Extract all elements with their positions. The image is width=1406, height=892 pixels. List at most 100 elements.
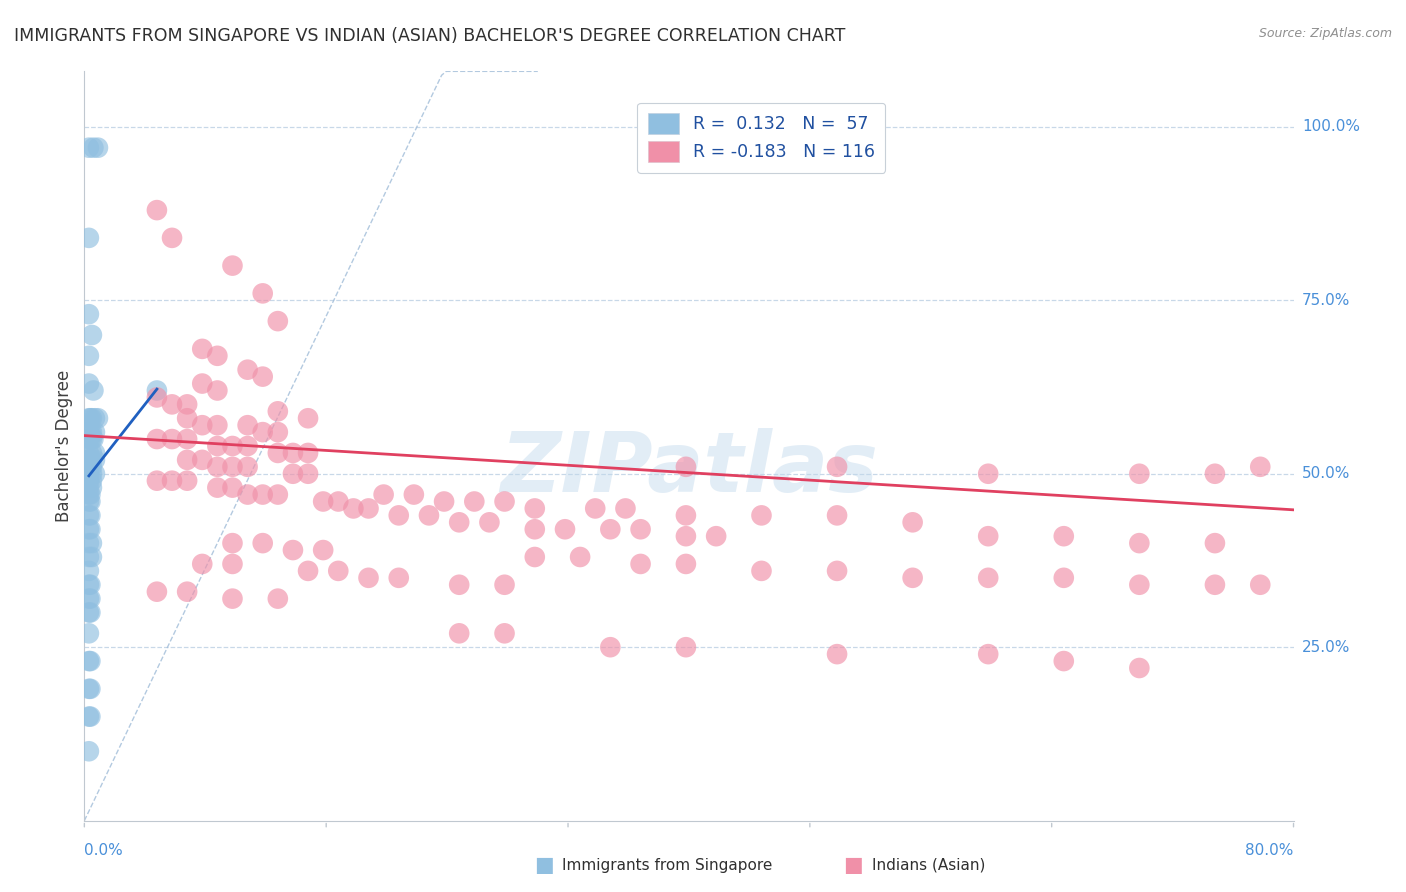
Point <box>977 647 1000 661</box>
Point <box>146 474 169 488</box>
Point <box>176 432 198 446</box>
Point <box>77 626 100 640</box>
Point <box>207 481 229 495</box>
Point <box>176 453 198 467</box>
Point <box>583 501 606 516</box>
Point <box>312 494 335 508</box>
Point <box>84 453 107 467</box>
Point <box>267 446 290 460</box>
Point <box>176 584 198 599</box>
Text: 80.0%: 80.0% <box>1246 843 1294 858</box>
Point <box>402 487 425 501</box>
Point <box>977 571 1000 585</box>
Point <box>569 549 592 564</box>
Point <box>191 376 214 391</box>
Point <box>1204 536 1226 550</box>
Point <box>449 516 471 530</box>
Point <box>79 425 101 439</box>
Point <box>297 564 319 578</box>
Point <box>207 384 229 398</box>
Point <box>1053 654 1076 668</box>
Point <box>221 459 243 474</box>
Point <box>191 453 214 467</box>
Point <box>77 549 100 564</box>
Point <box>357 501 380 516</box>
Point <box>281 543 304 558</box>
Text: 0.0%: 0.0% <box>84 843 124 858</box>
Point <box>84 425 107 439</box>
Point <box>80 453 103 467</box>
Point <box>357 571 380 585</box>
Point <box>388 508 411 523</box>
Point <box>523 501 546 516</box>
Point <box>160 474 183 488</box>
Point <box>675 557 697 571</box>
Point <box>825 508 848 523</box>
Point <box>1128 578 1150 592</box>
Point <box>1128 536 1150 550</box>
Point <box>191 418 214 433</box>
Point <box>77 564 100 578</box>
Point <box>463 494 485 508</box>
Point <box>80 328 103 343</box>
Point <box>1249 459 1271 474</box>
Point <box>77 508 100 523</box>
Point <box>267 425 290 439</box>
Point <box>599 640 621 655</box>
Text: ■: ■ <box>534 855 554 875</box>
Point <box>80 446 103 460</box>
Point <box>77 459 100 474</box>
Point <box>146 391 169 405</box>
Point <box>77 432 100 446</box>
Point <box>146 432 169 446</box>
Point <box>191 557 214 571</box>
Point <box>751 508 773 523</box>
Point <box>675 459 697 474</box>
Point <box>146 384 169 398</box>
Point <box>160 231 183 245</box>
Point <box>79 494 101 508</box>
Point <box>77 654 100 668</box>
Point <box>77 425 100 439</box>
Point <box>267 591 290 606</box>
Point <box>221 481 243 495</box>
Point <box>267 314 290 328</box>
Point <box>675 508 697 523</box>
Point <box>630 522 652 536</box>
Point <box>77 487 100 501</box>
Text: Source: ZipAtlas.com: Source: ZipAtlas.com <box>1258 27 1392 40</box>
Point <box>80 549 103 564</box>
Point <box>79 522 101 536</box>
Point <box>160 397 183 411</box>
Point <box>236 459 259 474</box>
Text: IMMIGRANTS FROM SINGAPORE VS INDIAN (ASIAN) BACHELOR'S DEGREE CORRELATION CHART: IMMIGRANTS FROM SINGAPORE VS INDIAN (ASI… <box>14 27 845 45</box>
Point <box>825 564 848 578</box>
Point <box>77 349 100 363</box>
Point <box>77 376 100 391</box>
Point <box>80 536 103 550</box>
Point <box>297 411 319 425</box>
Text: Immigrants from Singapore: Immigrants from Singapore <box>562 858 773 872</box>
Text: ZIPatlas: ZIPatlas <box>501 428 877 509</box>
Point <box>675 529 697 543</box>
Point <box>1204 467 1226 481</box>
Point <box>77 446 100 460</box>
Point <box>82 141 104 155</box>
Point <box>146 203 169 218</box>
Point <box>267 487 290 501</box>
Point <box>77 474 100 488</box>
Point <box>236 418 259 433</box>
Point <box>77 536 100 550</box>
Point <box>80 425 103 439</box>
Point <box>449 578 471 592</box>
Point <box>87 411 110 425</box>
Point <box>825 647 848 661</box>
Text: 50.0%: 50.0% <box>1302 467 1350 482</box>
Point <box>1053 529 1076 543</box>
Point <box>901 516 924 530</box>
Point <box>146 584 169 599</box>
Point <box>79 606 101 620</box>
Point <box>977 529 1000 543</box>
Point <box>77 231 100 245</box>
Point <box>80 432 103 446</box>
